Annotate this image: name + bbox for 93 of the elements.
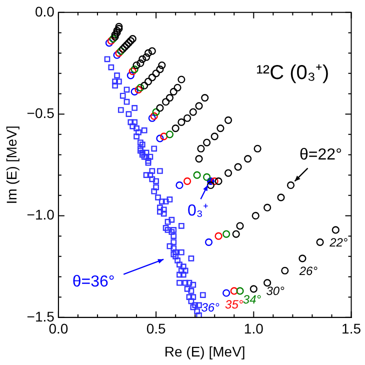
- point: [277, 194, 285, 202]
- point: [138, 55, 146, 63]
- annotation: 35°: [225, 297, 244, 312]
- point: [183, 177, 192, 185]
- point: [210, 132, 218, 140]
- point: [214, 232, 222, 240]
- point: [136, 59, 144, 68]
- point: [144, 49, 152, 57]
- point: [332, 226, 340, 234]
- point: [152, 70, 160, 78]
- point: [254, 144, 262, 152]
- point: [204, 238, 213, 246]
- point: [203, 173, 211, 181]
- point: [126, 37, 134, 45]
- point: [160, 132, 168, 140]
- point: [172, 124, 180, 132]
- point: [148, 74, 156, 82]
- point: [236, 287, 244, 295]
- point: [174, 84, 182, 92]
- point: [244, 155, 252, 163]
- point: [264, 279, 272, 287]
- annotation: ¹²C (0₃⁺): [256, 62, 330, 84]
- point: [222, 230, 230, 238]
- point: [250, 285, 258, 293]
- annotation: 0₃⁺: [188, 202, 208, 220]
- annotation: θ=22°: [300, 146, 342, 164]
- point: [158, 61, 166, 70]
- point: [201, 94, 209, 102]
- point: [126, 72, 134, 80]
- point: [122, 41, 131, 49]
- point: [166, 130, 174, 138]
- point: [203, 138, 211, 146]
- point: [121, 43, 129, 51]
- point: [144, 78, 152, 86]
- point: [224, 116, 232, 124]
- point: [156, 66, 164, 74]
- point: [162, 98, 170, 106]
- point: [193, 171, 201, 179]
- point: [189, 108, 197, 116]
- annotation: θ=36°: [72, 274, 115, 291]
- point: [152, 108, 160, 116]
- point: [176, 181, 184, 190]
- point: [166, 94, 174, 102]
- point: [124, 39, 133, 47]
- point: [197, 144, 205, 152]
- point: [178, 76, 186, 84]
- point: [156, 104, 164, 112]
- point: [214, 177, 222, 185]
- point: [224, 169, 232, 177]
- x-tick-label: 0.5: [146, 320, 166, 337]
- point: [281, 266, 289, 274]
- point: [230, 287, 238, 295]
- y-tick-label: −0.5: [26, 104, 55, 121]
- point: [234, 163, 242, 171]
- point: [140, 82, 148, 90]
- point: [286, 181, 295, 190]
- point: [222, 289, 230, 297]
- point: [156, 134, 164, 142]
- point: [130, 88, 138, 96]
- point: [142, 53, 150, 61]
- point: [128, 35, 136, 43]
- point: [178, 118, 186, 126]
- point: [170, 88, 178, 96]
- point: [236, 222, 244, 230]
- point: [316, 238, 324, 246]
- x-axis-title: Re (E) [MeV]: [164, 343, 246, 360]
- point: [148, 47, 156, 55]
- point: [111, 30, 119, 39]
- y-tick-label: 0.0: [34, 3, 55, 20]
- point: [115, 24, 123, 32]
- x-tick-label: 1.0: [244, 320, 264, 337]
- annotation: 30°: [266, 284, 285, 298]
- point: [264, 204, 272, 212]
- point: [183, 114, 192, 122]
- annotation: 26°: [298, 264, 318, 278]
- point: [113, 26, 121, 34]
- point: [216, 124, 224, 132]
- annotation: 34°: [242, 292, 262, 306]
- point: [232, 230, 240, 238]
- y-tick-label: −1.0: [26, 206, 55, 223]
- x-tick-label: 1.5: [342, 320, 362, 337]
- point: [113, 28, 121, 37]
- point: [252, 212, 260, 220]
- y-axis-title: Im (E) [MeV]: [3, 126, 20, 204]
- point: [132, 61, 140, 70]
- annotation: 22°: [328, 235, 348, 250]
- point: [210, 177, 218, 185]
- point: [195, 155, 203, 163]
- point: [298, 254, 306, 262]
- point: [115, 22, 123, 30]
- annotation: 36°: [201, 300, 220, 314]
- point: [206, 181, 215, 190]
- point: [195, 102, 203, 110]
